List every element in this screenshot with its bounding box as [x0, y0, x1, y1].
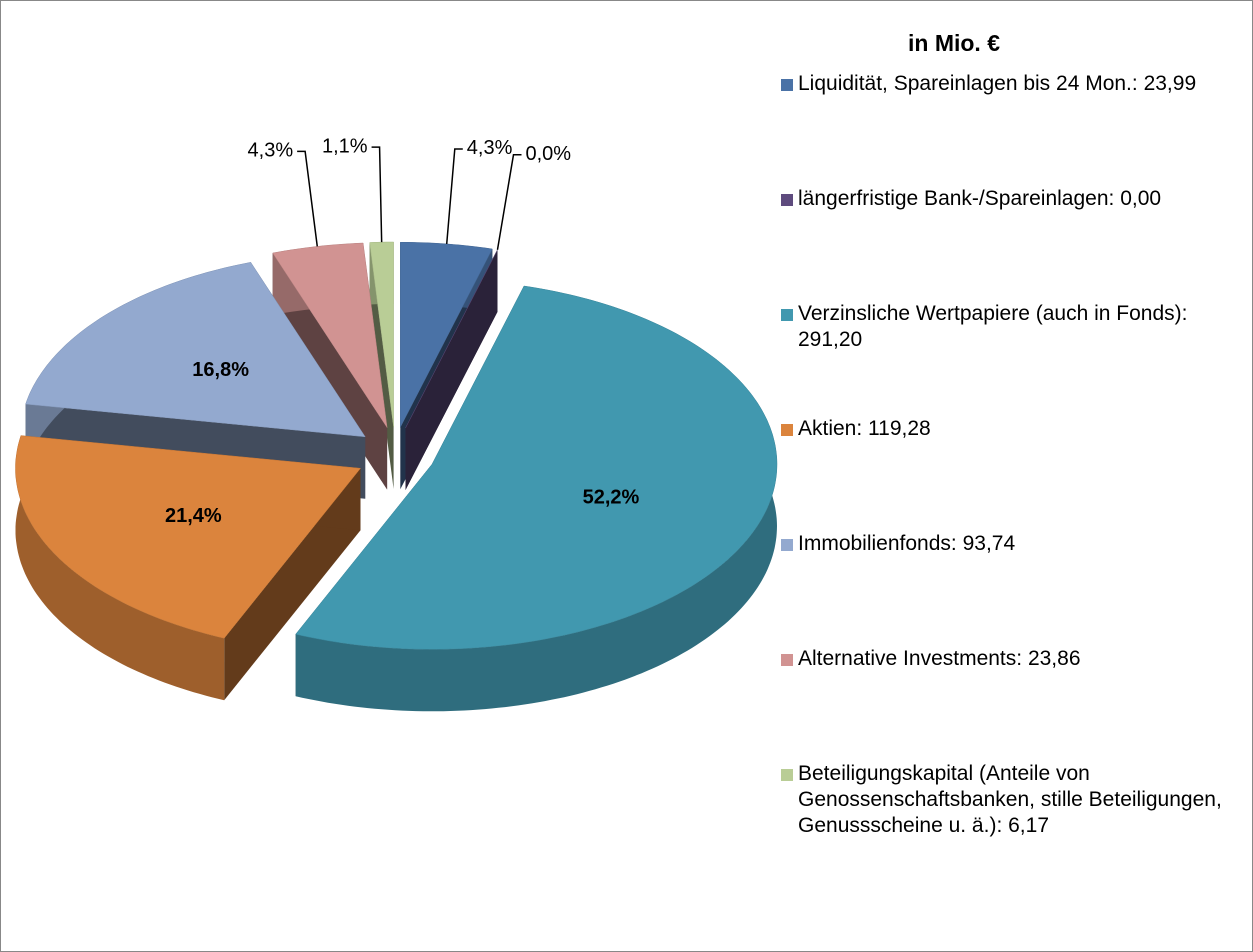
data-label: 52,2%	[583, 486, 640, 508]
legend-value: 0,00	[1120, 187, 1162, 210]
slice	[295, 285, 778, 650]
legend-swatch	[781, 769, 793, 781]
data-label: 16,8%	[192, 359, 249, 381]
legend-label: Beteiligungskapital (Anteile von Genosse…	[798, 762, 1222, 837]
leader-line	[445, 148, 463, 245]
legend-label: Immobilienfonds:	[798, 532, 957, 555]
leader-line	[496, 153, 522, 250]
legend-label: Alternative Investments:	[798, 647, 1023, 670]
legend-swatch	[781, 194, 793, 206]
legend-swatch	[781, 79, 793, 91]
data-label: 4,3%	[248, 140, 294, 162]
legend-value: 119,28	[868, 417, 931, 440]
slice-side	[405, 249, 498, 490]
legend-value: 23,99	[1143, 72, 1197, 95]
legend-item: Alternative Investments: 23,86	[778, 646, 1238, 761]
legend-title: in Mio. €	[908, 30, 1000, 56]
legend-label: Verzinsliche Wertpapiere (auch in Fonds)…	[798, 302, 1188, 325]
legend-value: 291,20	[798, 328, 863, 351]
legend-item: Verzinsliche Wertpapiere (auch in Fonds)…	[778, 301, 1238, 416]
legend-swatch	[781, 654, 793, 666]
slice-side	[15, 435, 225, 701]
legend-swatch	[781, 309, 793, 321]
legend-item: Liquidität, Spareinlagen bis 24 Mon.: 23…	[778, 71, 1238, 186]
legend-label: Liquidität, Spareinlagen bis 24 Mon.:	[798, 72, 1138, 95]
legend-value: 6,17	[1008, 814, 1049, 837]
data-label: 21,4%	[165, 505, 222, 527]
slice-side	[295, 286, 777, 712]
legend-value: 23,86	[1027, 647, 1081, 670]
leader-line	[297, 150, 319, 247]
slice	[25, 262, 366, 438]
legend-item: Aktien: 119,28	[778, 416, 1238, 531]
legend-label: längerfristige Bank-/Spareinlagen:	[798, 187, 1115, 210]
data-label: 1,1%	[322, 135, 368, 157]
legend-swatch	[781, 539, 793, 551]
legend-item: Beteiligungskapital (Anteile von Genosse…	[778, 761, 1238, 876]
data-label: 0,0%	[525, 143, 571, 165]
slice	[15, 435, 361, 639]
pie	[15, 241, 778, 712]
legend: in Mio. € Liquidität, Spareinlagen bis 2…	[778, 30, 1238, 876]
legend-value: 93,74	[962, 532, 1016, 555]
legend-label: Aktien:	[798, 417, 863, 440]
leader-line	[371, 146, 383, 243]
legend-item: längerfristige Bank-/Spareinlagen: 0,00	[778, 186, 1238, 301]
data-label: 4,3%	[467, 137, 513, 159]
legend-item: Immobilienfonds: 93,74	[778, 531, 1238, 646]
legend-swatch	[781, 424, 793, 436]
